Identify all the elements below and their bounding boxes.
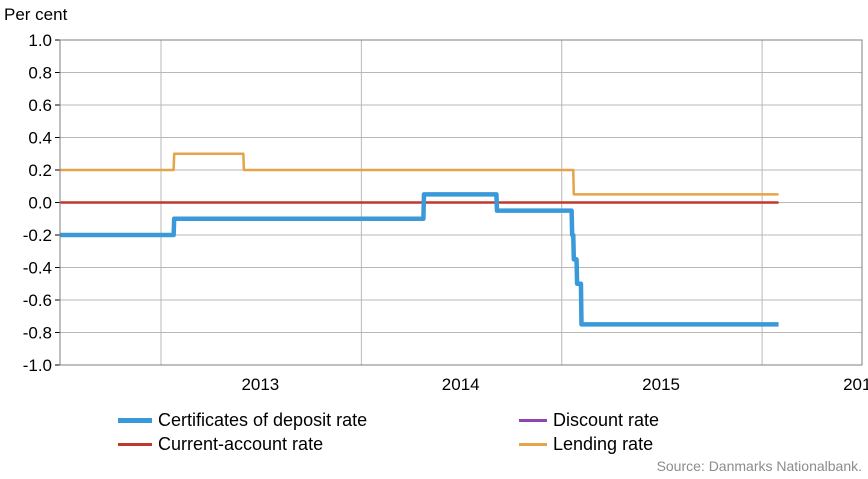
legend-label-lending: Lending rate: [553, 434, 654, 454]
series-line-certificates-of-deposit-rate: [60, 192, 779, 327]
series-layer: [60, 152, 779, 327]
series-line-lending-rate: [60, 152, 779, 196]
y-tick-label: 0.8: [28, 64, 52, 83]
legend-label-current-account: Current-account rate: [158, 434, 324, 454]
axes: 1.0 0.8 0.6 0.4 0.2 0.0 -0.2 -0.4 -0.6 -0.8 -1.0 20…: [23, 31, 868, 394]
x-tick-label: 2015: [642, 375, 680, 394]
y-axis-label: Per cent: [4, 5, 68, 24]
legend-item-certificates-of-deposit[interactable]: Certificates of deposit rate: [118, 410, 367, 430]
legend-label-discount: Discount rate: [553, 410, 660, 430]
y-tick-label: -0.2: [23, 226, 52, 245]
x-tick-label: 2014: [442, 375, 480, 394]
source-note: Source: Danmarks Nationalbank.: [656, 458, 862, 474]
legend-item-discount-rate[interactable]: Discount rate: [519, 410, 659, 430]
y-tick-label: -1.0: [23, 356, 52, 375]
legend-swatch-certificates: [118, 417, 152, 423]
legend-swatch-discount: [519, 418, 547, 422]
legend-swatch-lending: [519, 442, 547, 446]
legend-item-current-account[interactable]: Current-account rate: [118, 434, 323, 454]
x-tick-label: 2016: [843, 375, 868, 394]
x-tick-label: 2013: [241, 375, 279, 394]
y-tick-label: 0.6: [28, 96, 52, 115]
legend-swatch-current-account: [118, 442, 152, 446]
legend-label-certificates: Certificates of deposit rate: [158, 410, 368, 430]
legend-item-lending-rate[interactable]: Lending rate: [519, 434, 653, 454]
y-tick-label: 0.0: [28, 194, 52, 213]
y-tick-label: -0.4: [23, 259, 52, 278]
y-tick-label: -0.6: [23, 291, 52, 310]
y-tick-label: 0.2: [28, 161, 52, 180]
y-tick-label: 1.0: [28, 31, 52, 50]
y-tick-label: -0.8: [23, 324, 52, 343]
plot-frame: [59, 39, 863, 366]
y-tick-label: 0.4: [28, 129, 52, 148]
